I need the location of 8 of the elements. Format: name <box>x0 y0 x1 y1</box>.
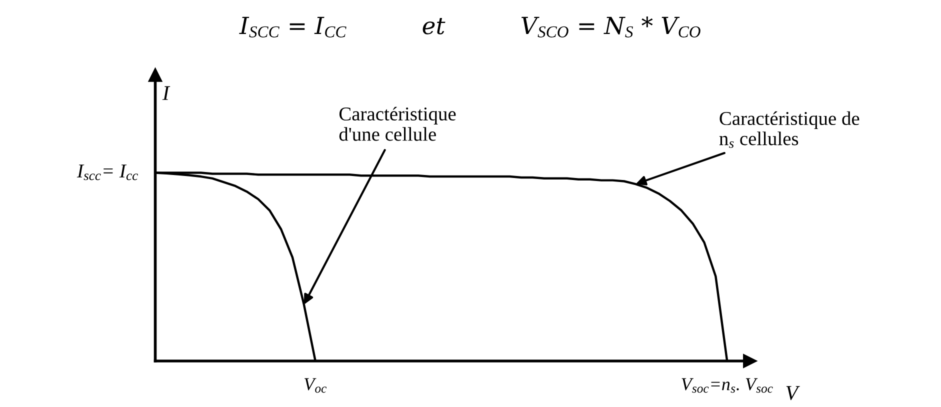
x-axis-title: V <box>786 386 800 400</box>
text: Caractéristique de n$_{s}$ cellules <box>719 111 860 148</box>
chart-title: I$_{SCC}$ = I$_{CC}$ et V$_{SCO}$ = N$_{S}$ * V$_{CO}$ <box>239 16 700 38</box>
text: I$_{scc}$= I$_{cc}$ <box>76 164 138 180</box>
text: V$_{soc}$=n$_{s}$. V$_{soc}$ <box>682 378 773 393</box>
y-axis-title: I <box>162 86 170 100</box>
text: V$_{oc}$ <box>304 378 327 393</box>
text: Caractéristique d'une cellule <box>339 106 456 141</box>
